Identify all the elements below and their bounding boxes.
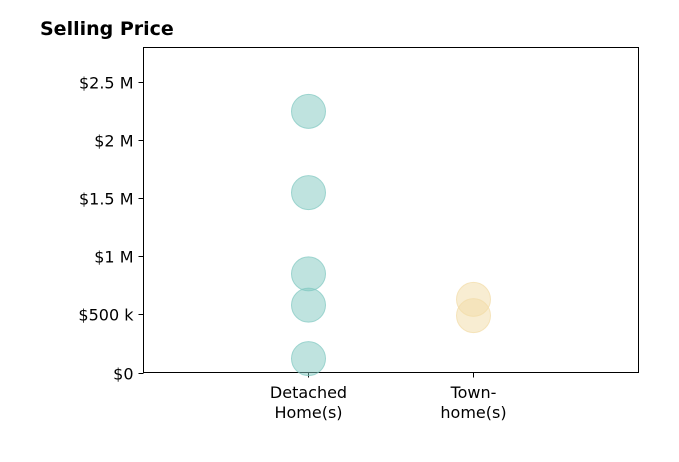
plot-frame — [143, 47, 639, 373]
y-tick-label: $0 — [113, 365, 133, 384]
data-point — [291, 93, 326, 129]
y-tick-label: $1.5 M — [79, 190, 134, 209]
x-axis: Detached Home(s) Town-home(s) — [270, 372, 507, 422]
data-point — [291, 256, 326, 292]
data-points — [291, 93, 491, 377]
y-axis: $0 $500 k $1 M $1.5 M $2 M $2.5 M — [78, 74, 144, 384]
chart-title: Selling Price — [40, 18, 174, 40]
x-tick-label: Town-home(s) — [440, 383, 506, 422]
y-tick-label: $500 k — [78, 306, 134, 325]
data-point — [291, 287, 326, 323]
y-tick-label: $2 M — [94, 132, 133, 151]
y-tick-label: $2.5 M — [79, 74, 134, 93]
data-point — [291, 175, 326, 211]
x-tick-label: Detached Home(s) — [270, 383, 347, 422]
data-point — [291, 341, 326, 377]
y-tick-label: $1 M — [94, 248, 133, 267]
data-point — [456, 298, 491, 334]
